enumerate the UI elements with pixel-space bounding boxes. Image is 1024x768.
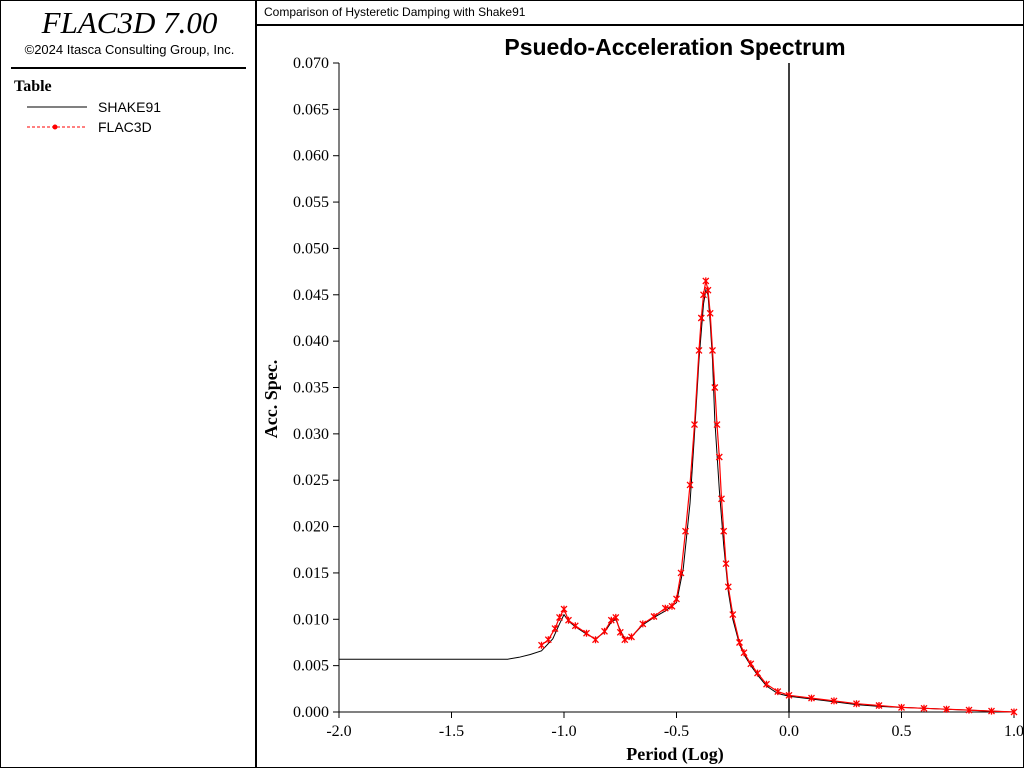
data-point-flac3d bbox=[583, 629, 590, 637]
data-point-flac3d bbox=[592, 636, 599, 644]
data-point-flac3d bbox=[639, 620, 647, 628]
data-point-flac3d bbox=[612, 613, 620, 621]
y-tick-label: 0.055 bbox=[293, 194, 329, 211]
data-point-flac3d bbox=[722, 560, 730, 568]
x-tick-label: -2.0 bbox=[326, 723, 351, 740]
series-line-shake91 bbox=[339, 288, 1015, 713]
data-point-flac3d bbox=[650, 613, 658, 620]
data-point-flac3d bbox=[601, 627, 608, 635]
legend-label-flac3d: FLAC3D bbox=[98, 119, 152, 135]
y-tick-label: 0.030 bbox=[293, 426, 329, 443]
window-title: Comparison of Hysteretic Damping with Sh… bbox=[264, 5, 526, 19]
data-point-flac3d bbox=[607, 616, 615, 624]
data-point-flac3d bbox=[715, 453, 723, 461]
data-point-flac3d bbox=[538, 641, 545, 649]
data-point-flac3d bbox=[713, 421, 721, 429]
data-point-flac3d bbox=[661, 604, 669, 612]
y-tick-label: 0.035 bbox=[293, 380, 329, 397]
data-point-flac3d bbox=[686, 481, 694, 489]
data-point-flac3d bbox=[709, 346, 716, 354]
data-point-flac3d bbox=[711, 384, 719, 391]
data-point-flac3d bbox=[729, 611, 737, 619]
x-tick-label: 0.0 bbox=[779, 723, 799, 740]
data-point-flac3d bbox=[720, 527, 728, 535]
y-tick-label: 0.025 bbox=[293, 472, 329, 489]
data-point-flac3d bbox=[695, 346, 703, 354]
data-point-flac3d bbox=[943, 705, 950, 713]
data-point-flac3d bbox=[754, 669, 761, 677]
data-point-flac3d bbox=[673, 595, 680, 603]
data-point-flac3d bbox=[704, 286, 712, 294]
data-point-flac3d bbox=[736, 639, 743, 646]
legend-heading: Table bbox=[14, 78, 52, 95]
data-point-flac3d bbox=[551, 625, 559, 633]
y-tick-label: 0.045 bbox=[293, 287, 329, 304]
data-point-flac3d bbox=[740, 649, 748, 657]
data-point-flac3d bbox=[702, 277, 710, 285]
data-point-flac3d bbox=[560, 605, 568, 613]
x-tick-label: -0.5 bbox=[664, 723, 689, 740]
app-title: FLAC3D 7.00 bbox=[41, 5, 218, 40]
legend-line-shake91-icon bbox=[27, 106, 87, 108]
y-tick-label: 0.005 bbox=[293, 658, 329, 675]
data-point-flac3d bbox=[920, 704, 928, 712]
y-axis-label: Acc. Spec. bbox=[261, 360, 281, 438]
data-point-flac3d bbox=[965, 706, 973, 714]
data-point-flac3d bbox=[785, 691, 793, 699]
series-line-flac3d bbox=[541, 280, 1015, 713]
data-point-flac3d bbox=[677, 569, 685, 577]
window-title-bar: Comparison of Hysteretic Damping with Sh… bbox=[257, 0, 1024, 26]
data-point-flac3d bbox=[556, 613, 563, 621]
data-point-flac3d bbox=[697, 314, 705, 322]
data-point-flac3d bbox=[747, 660, 755, 668]
data-point-flac3d bbox=[621, 636, 629, 644]
data-point-flac3d bbox=[875, 702, 883, 709]
data-point-flac3d bbox=[988, 707, 995, 715]
y-tick-label: 0.000 bbox=[293, 704, 329, 721]
x-tick-label: 0.5 bbox=[892, 723, 912, 740]
legend-panel: FLAC3D 7.00 ©2024 Itasca Consulting Grou… bbox=[0, 0, 257, 768]
y-tick-label: 0.065 bbox=[293, 101, 329, 118]
chart-title: Psuedo-Acceleration Spectrum bbox=[504, 34, 845, 60]
data-point-flac3d bbox=[1010, 708, 1018, 716]
data-point-flac3d bbox=[830, 697, 838, 705]
data-point-flac3d bbox=[774, 688, 782, 696]
spectrum-chart: Psuedo-Acceleration Spectrum Period (Log… bbox=[261, 34, 1023, 765]
axes: 0.000 0.005 0.010 0.015 0.020 0.025 0.030 0.035… bbox=[293, 55, 1023, 740]
x-tick-label: -1.5 bbox=[439, 723, 464, 740]
data-point-flac3d bbox=[571, 622, 579, 630]
data-point-flac3d bbox=[565, 616, 572, 624]
data-point-flac3d bbox=[668, 602, 676, 610]
data-point-flac3d bbox=[616, 628, 624, 636]
data-point-flac3d bbox=[724, 583, 732, 591]
y-tick-label: 0.020 bbox=[293, 519, 329, 536]
data-point-flac3d bbox=[544, 636, 552, 644]
x-tick-label: -1.0 bbox=[551, 723, 576, 740]
divider bbox=[11, 67, 246, 69]
data-point-flac3d bbox=[706, 309, 714, 317]
data-point-flac3d bbox=[718, 495, 725, 503]
data-point-flac3d bbox=[808, 694, 815, 702]
y-tick-label: 0.010 bbox=[293, 611, 329, 628]
y-tick-label: 0.040 bbox=[293, 333, 329, 350]
data-point-flac3d bbox=[763, 680, 770, 688]
legend-label-shake91: SHAKE91 bbox=[98, 99, 162, 115]
plot-area: Psuedo-Acceleration Spectrum Period (Log… bbox=[257, 26, 1024, 768]
y-tick-label: 0.050 bbox=[293, 240, 329, 257]
x-axis-label: Period (Log) bbox=[626, 744, 723, 765]
copyright-text: ©2024 Itasca Consulting Group, Inc. bbox=[24, 42, 235, 57]
legend-line-flac3d-icon bbox=[27, 124, 87, 130]
data-point-flac3d bbox=[682, 527, 689, 535]
data-point-flac3d bbox=[898, 703, 905, 711]
data-point-flac3d bbox=[691, 421, 698, 429]
data-point-flac3d bbox=[853, 700, 860, 708]
y-tick-label: 0.070 bbox=[293, 55, 329, 72]
x-tick-label: 1.0 bbox=[1004, 723, 1023, 740]
data-point-flac3d bbox=[628, 633, 635, 641]
y-tick-label: 0.015 bbox=[293, 565, 329, 582]
data-series bbox=[339, 277, 1018, 716]
y-tick-label: 0.060 bbox=[293, 148, 329, 165]
